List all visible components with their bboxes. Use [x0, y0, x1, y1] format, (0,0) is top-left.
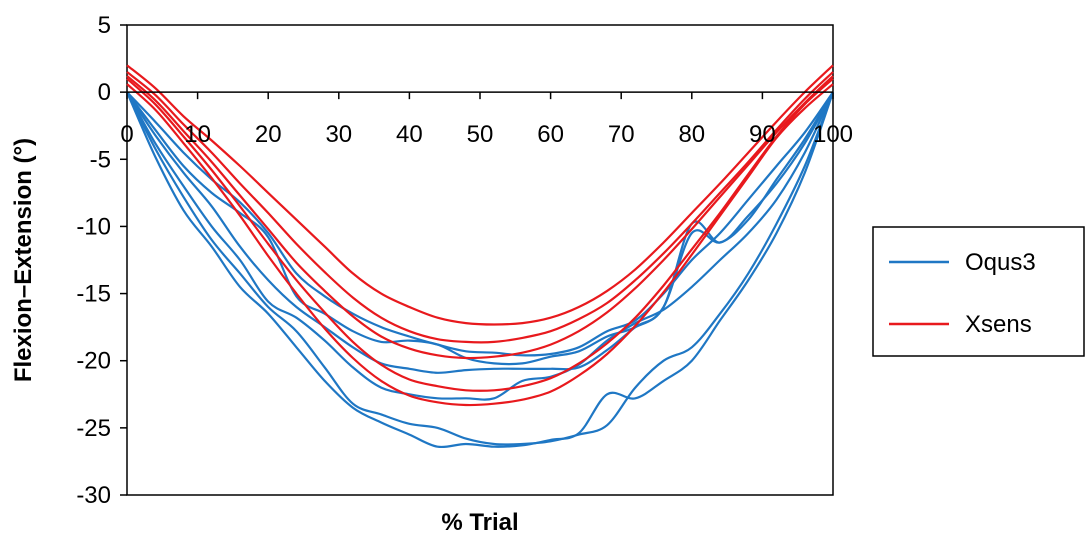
series-layer: [125, 64, 835, 449]
plot-area-frame: [126, 24, 834, 496]
x-tick-label: 100: [813, 121, 853, 148]
series-line-xsens-10: [126, 83, 834, 407]
series-line-xsens-6: [126, 64, 834, 326]
y-axis-ticks: 5 0 -5 -10 -15 -20 -25 -30: [76, 12, 127, 509]
series-line-xsens-8: [126, 75, 834, 360]
y-tick-label: -15: [76, 281, 111, 308]
series-line-xsens-7: [126, 71, 834, 344]
x-tick-label: 20: [255, 121, 282, 148]
series-line-oqus3-4: [126, 91, 835, 446]
series-line-oqus3-3: [126, 91, 834, 401]
series-line-oqus3-0: [126, 91, 834, 357]
y-tick-label: 0: [98, 79, 111, 106]
x-axis-title: % Trial: [441, 509, 518, 535]
y-tick-label: -10: [76, 213, 111, 240]
x-tick-label: 0: [120, 121, 133, 148]
legend: Oqus3 Xsens: [872, 226, 1085, 357]
x-tick-label: 50: [467, 121, 494, 148]
x-tick-label: 40: [396, 121, 423, 148]
x-tick-label: 10: [184, 121, 211, 148]
legend-label-xsens: Xsens: [965, 311, 1032, 338]
x-tick-label: 80: [678, 121, 705, 148]
legend-label-oqus3: Oqus3: [965, 249, 1036, 276]
series-line-oqus3-2: [126, 91, 834, 374]
y-axis-title: Flexion–Extension (°): [10, 138, 37, 382]
x-axis-ticks: 0 10 20 30 40 50 60 70 80 90 100: [120, 92, 853, 148]
legend-box: [872, 226, 1085, 357]
y-tick-label: -5: [90, 146, 111, 173]
series-line-oqus3-5: [125, 91, 835, 449]
series-line-xsens-9: [126, 77, 834, 392]
x-tick-label: 60: [537, 121, 564, 148]
y-tick-label: 5: [98, 12, 111, 39]
x-tick-label: 90: [749, 121, 776, 148]
y-tick-label: -25: [76, 415, 111, 442]
y-tick-label: -30: [76, 482, 111, 509]
x-tick-label: 70: [608, 121, 635, 148]
y-tick-label: -20: [76, 348, 111, 375]
x-tick-label: 30: [325, 121, 352, 148]
